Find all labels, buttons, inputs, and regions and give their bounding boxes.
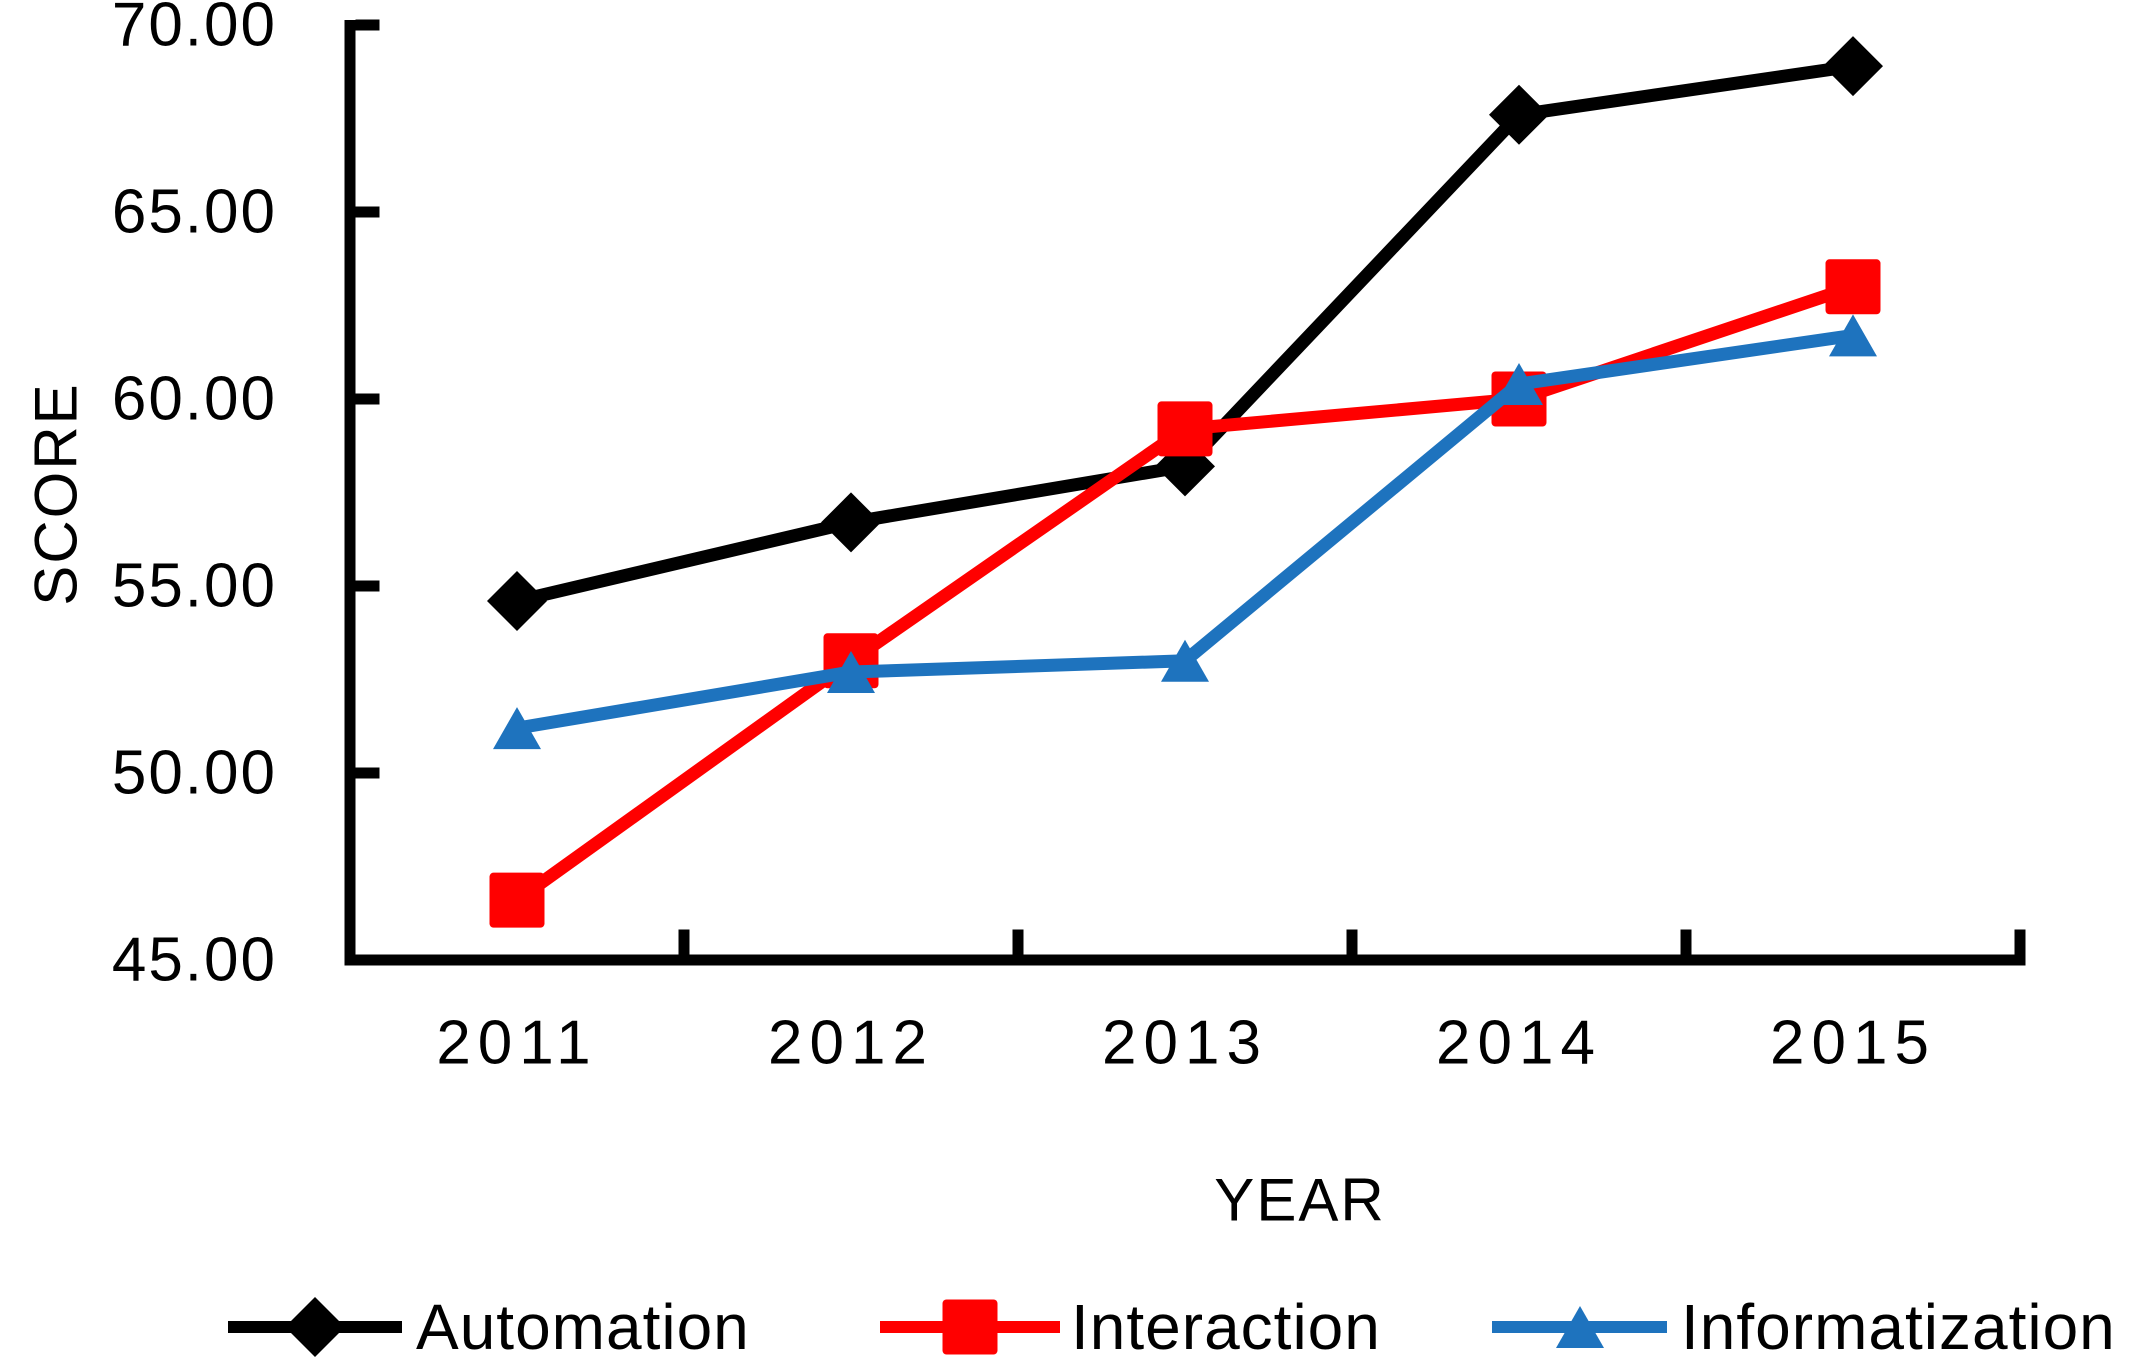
triangle-marker-informatization: [1161, 639, 1209, 682]
x-tick-label: 2014: [1436, 1009, 1602, 1078]
x-tick: [1012, 929, 1024, 955]
y-tick: [355, 206, 380, 218]
series-line-interaction: [513, 280, 1856, 906]
y-axis-title: SCORE: [23, 382, 90, 605]
triangle-marker-informatization: [1829, 314, 1877, 357]
diamond-marker-automation: [1823, 36, 1883, 97]
legend-item-interaction: Interaction: [880, 1291, 1381, 1363]
y-tick: [355, 580, 380, 592]
x-tick-label: 2011: [436, 1009, 597, 1078]
series-line-automation: [515, 59, 1854, 608]
series-automation: [487, 36, 1883, 631]
x-axis-line: [344, 954, 2026, 966]
x-tick: [1680, 929, 1692, 955]
y-tick: [355, 19, 380, 31]
x-tick: [2014, 929, 2026, 955]
y-axis-line: [344, 20, 356, 966]
y-tick-label: 60.00: [112, 365, 277, 434]
x-tick-labels: 2011 2012 2013 2014 2015: [436, 1009, 1936, 1078]
y-tick-label: 50.00: [112, 739, 277, 808]
legend-label: Informatization: [1681, 1291, 2116, 1363]
x-tick-label: 2012: [768, 1009, 934, 1078]
y-tick-label: 45.00: [112, 926, 277, 995]
diamond-marker-automation: [487, 570, 547, 631]
square-marker-interaction: [489, 872, 545, 928]
axes: [344, 19, 2026, 966]
y-tick-labels: 45.00 50.00 55.00 60.00 65.00 70.00: [112, 0, 277, 995]
legend: Automation Interaction Informatization: [228, 1291, 2116, 1363]
square-marker-interaction: [1157, 401, 1213, 457]
x-tick: [1346, 929, 1358, 955]
square-icon: [942, 1299, 998, 1355]
series-informatization: [493, 314, 1877, 750]
legend-label: Automation: [416, 1291, 750, 1363]
square-marker-interaction: [1825, 259, 1881, 315]
series-group: [487, 36, 1883, 928]
x-axis-title: YEAR: [1214, 1167, 1385, 1234]
legend-item-informatization: Informatization: [1492, 1291, 2116, 1363]
triangle-icon: [1556, 1306, 1604, 1348]
x-tick-label: 2013: [1102, 1009, 1268, 1078]
triangle-marker-informatization: [493, 707, 541, 750]
y-tick-label: 70.00: [112, 0, 277, 60]
y-tick-label: 55.00: [112, 552, 277, 621]
diamond-marker-automation: [821, 492, 881, 553]
y-tick-label: 65.00: [112, 178, 277, 247]
diamond-icon: [285, 1297, 345, 1357]
legend-label: Interaction: [1071, 1291, 1381, 1363]
y-tick: [355, 393, 380, 405]
diamond-marker-automation: [1489, 84, 1549, 145]
triangle-marker-informatization: [1495, 363, 1543, 406]
legend-item-automation: Automation: [228, 1291, 750, 1363]
x-tick-label: 2015: [1770, 1009, 1936, 1078]
triangle-marker-informatization: [827, 651, 875, 694]
x-tick: [678, 929, 690, 955]
y-tick: [355, 767, 380, 779]
